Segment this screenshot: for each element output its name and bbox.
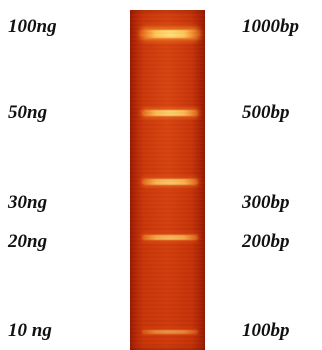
size-label-100bp: 100bp bbox=[242, 320, 290, 341]
gel-lane bbox=[130, 10, 205, 350]
size-label-300bp: 300bp bbox=[242, 192, 290, 213]
mass-label-10ng: 10 ng bbox=[8, 320, 52, 341]
band-300bp bbox=[142, 179, 198, 185]
mass-label-20ng: 20ng bbox=[8, 231, 48, 252]
size-label-1000bp: 1000bp bbox=[242, 16, 299, 37]
size-label-200bp: 200bp bbox=[242, 231, 290, 252]
band-500bp bbox=[142, 110, 198, 116]
band-1000bp bbox=[142, 30, 198, 38]
size-label-500bp: 500bp bbox=[242, 102, 290, 123]
mass-label-100ng: 100ng bbox=[8, 16, 57, 37]
band-100bp bbox=[142, 330, 198, 334]
band-200bp bbox=[142, 235, 198, 240]
mass-label-50ng: 50ng bbox=[8, 102, 48, 123]
mass-label-30ng: 30ng bbox=[8, 192, 48, 213]
